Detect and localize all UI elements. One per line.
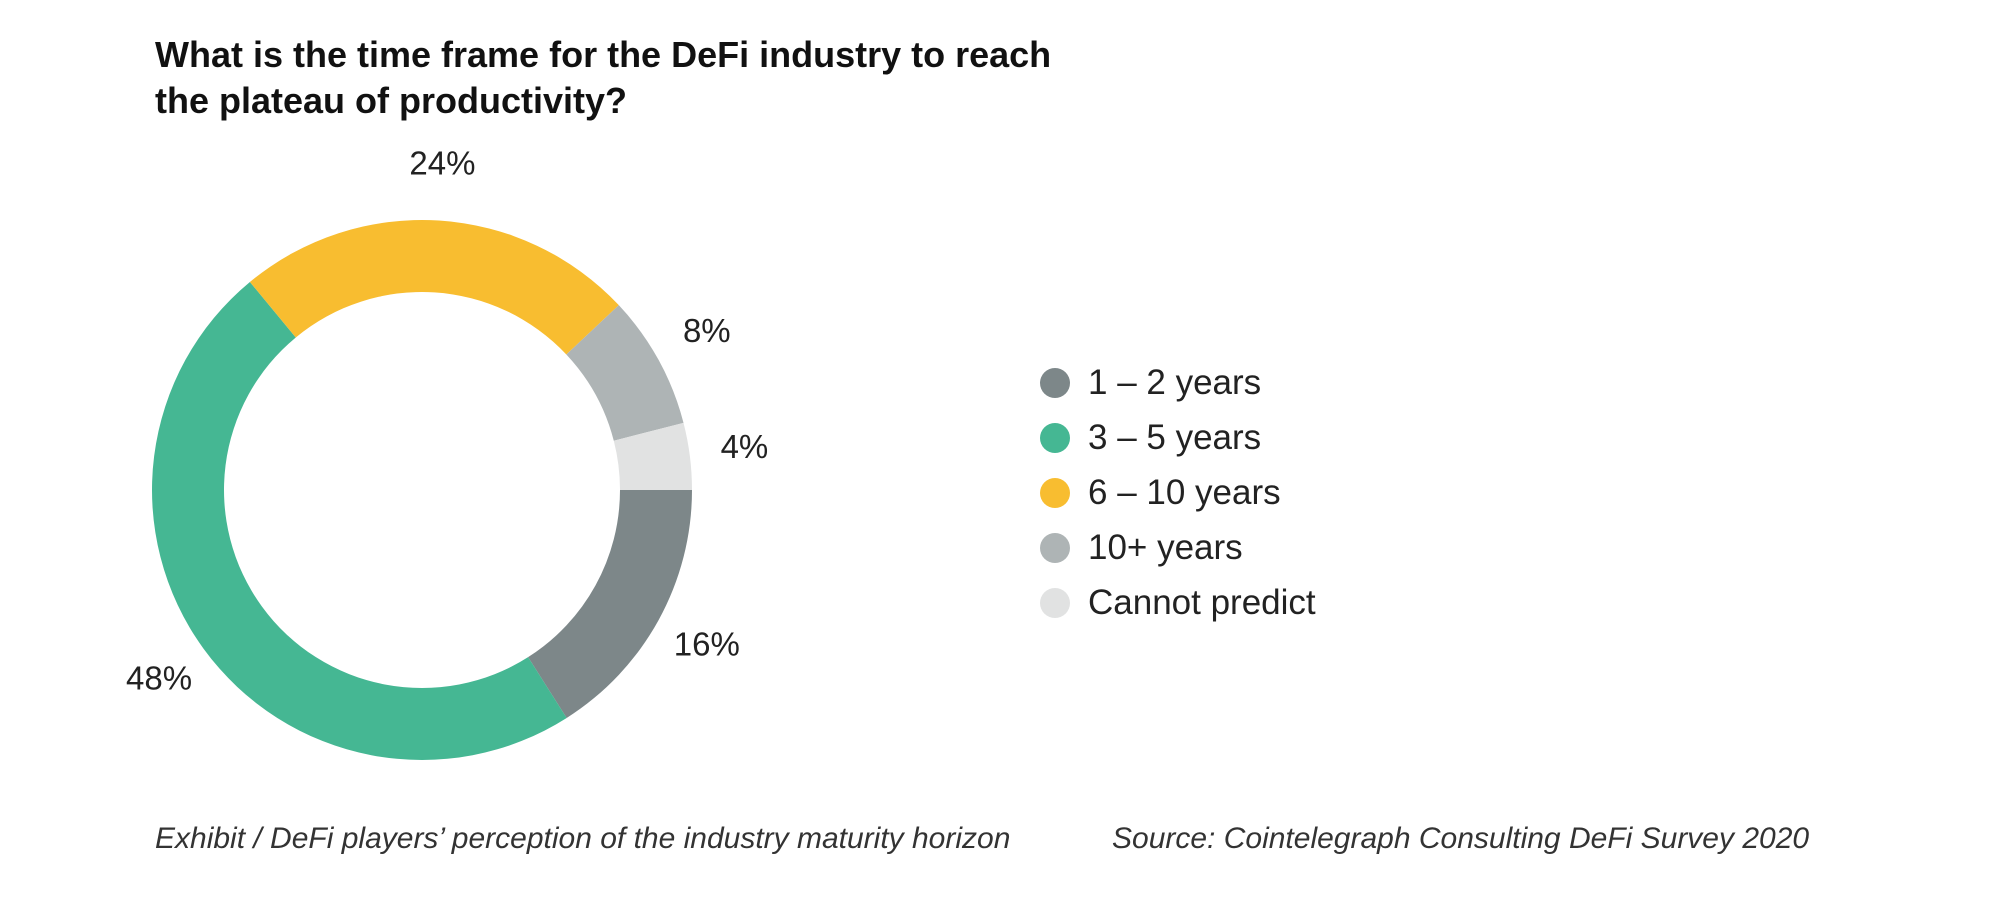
legend-label: 10+ years [1088, 527, 1243, 567]
legend-item-1-2-years: 1 – 2 years [1040, 355, 1316, 410]
legend-item-6-10-years: 6 – 10 years [1040, 465, 1316, 520]
legend-label: Cannot predict [1088, 582, 1316, 622]
donut-slice-labels: 16% 48% 24% 8% 4% [126, 144, 768, 696]
donut-slice-3-5-years [151, 281, 567, 761]
legend-swatch [1040, 532, 1070, 563]
legend-label: 1 – 2 years [1088, 362, 1262, 402]
legend-label: 6 – 10 years [1088, 472, 1281, 512]
donut-slice-cannot-predict [613, 422, 692, 490]
slice-value-label-cannot-predict: 4% [721, 428, 769, 465]
donut-slice-1-2-years [528, 490, 692, 718]
slice-value-label-6-10-years: 24% [409, 144, 475, 181]
donut-slices [151, 220, 692, 761]
legend-swatch [1040, 587, 1070, 618]
legend-swatch [1040, 477, 1070, 508]
slice-value-label-3-5-years: 48% [126, 660, 192, 697]
legend-label: 3 – 5 years [1088, 417, 1262, 457]
chart-title: What is the time frame for the DeFi indu… [155, 34, 1052, 121]
source-note: Source: Cointelegraph Consulting DeFi Su… [1112, 822, 1810, 855]
slice-value-label-10-years: 8% [683, 312, 731, 349]
slice-value-label-1-2-years: 16% [674, 625, 740, 662]
legend-swatch [1040, 367, 1070, 398]
donut-slice-10-years [566, 305, 684, 441]
chart-legend: 1 – 2 years 3 – 5 years 6 – 10 years 10+… [1040, 355, 1316, 630]
legend-item-cannot-predict: Cannot predict [1040, 575, 1316, 630]
legend-swatch [1040, 422, 1070, 453]
legend-item-3-5-years: 3 – 5 years [1040, 410, 1316, 465]
donut-slice-6-10-years [249, 220, 619, 355]
legend-item-10-plus-years: 10+ years [1040, 520, 1316, 575]
exhibit-caption: Exhibit / DeFi players’ perception of th… [155, 822, 1011, 855]
